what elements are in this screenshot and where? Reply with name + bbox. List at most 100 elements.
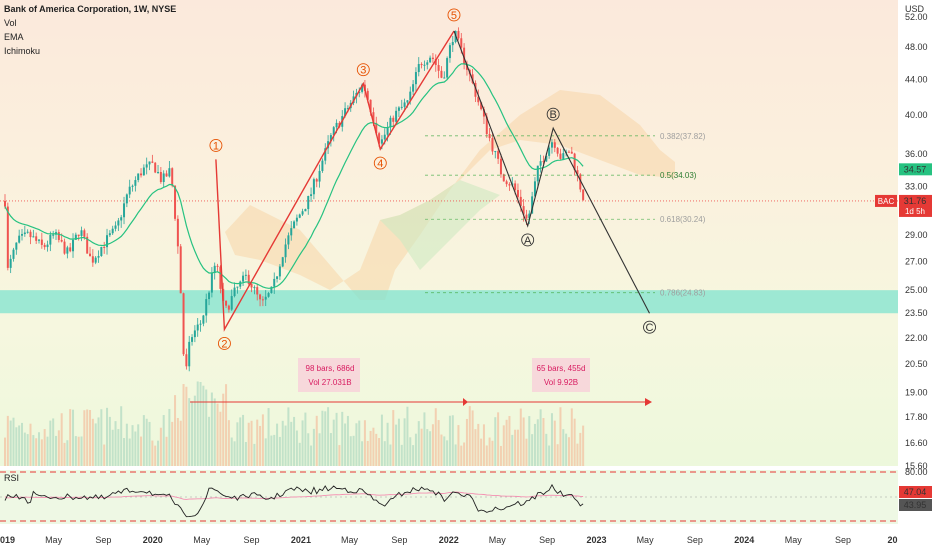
volume-bar — [358, 420, 361, 466]
volume-bar — [199, 381, 202, 466]
time-tick-label: Sep — [539, 535, 555, 545]
indicator-ema[interactable]: EMA — [4, 32, 24, 42]
volume-bar — [15, 427, 18, 466]
candle-body — [582, 189, 585, 200]
candle-body — [159, 172, 162, 183]
volume-bar — [26, 434, 29, 466]
volume-bar — [80, 436, 83, 466]
price-scale-background — [898, 0, 932, 550]
candle-body — [137, 173, 140, 181]
candle-body — [94, 257, 97, 263]
volume-bar — [281, 420, 284, 466]
countdown-value: 1d 5h — [905, 207, 925, 216]
candle-body — [488, 134, 491, 139]
wave-label-circle — [373, 156, 387, 170]
price-tick-label: 36.00 — [905, 149, 928, 159]
rsi-label[interactable]: RSI — [4, 473, 20, 483]
candle-body — [256, 287, 259, 295]
measure-vol-text: Vol 27.031B — [308, 378, 351, 387]
candle-body — [247, 274, 250, 284]
volume-bar — [276, 423, 279, 466]
candle-body — [49, 234, 52, 245]
candle-body — [208, 292, 211, 300]
volume-bar — [227, 420, 230, 466]
candle-body — [519, 196, 522, 207]
measure-bars-text: 65 bars, 455d — [537, 364, 586, 373]
candle-body — [83, 230, 86, 237]
volume-bar — [383, 441, 386, 466]
volume-bar — [77, 436, 80, 466]
candle-body — [562, 153, 565, 159]
volume-bar — [233, 441, 236, 466]
volume-bar — [525, 438, 528, 466]
price-tick-label: 23.50 — [905, 308, 928, 318]
indicator-vol[interactable]: Vol — [4, 18, 17, 28]
time-tick-label: May — [341, 535, 359, 545]
volume-bar — [499, 445, 502, 466]
candle-body — [259, 294, 262, 300]
candle-body — [23, 232, 26, 235]
candle-body — [437, 65, 440, 71]
indicator-ichimoku[interactable]: Ichimoku — [4, 46, 41, 56]
candle-body — [100, 246, 103, 257]
candle-body — [142, 167, 145, 176]
candle-body — [480, 102, 483, 110]
candle-body — [431, 57, 434, 59]
volume-bar — [4, 437, 6, 466]
candle-body — [482, 109, 485, 117]
volume-bar — [57, 430, 60, 466]
volume-bar — [409, 437, 412, 466]
volume-bar — [12, 417, 15, 466]
candle-body — [74, 234, 77, 240]
candle-body — [576, 170, 579, 175]
volume-bar — [148, 421, 151, 466]
volume-bar — [230, 437, 233, 466]
volume-bar — [140, 436, 143, 466]
candle-body — [386, 127, 389, 135]
volume-bar — [103, 444, 106, 466]
candle-body — [46, 244, 49, 248]
candle-body — [474, 82, 477, 97]
measure-box — [532, 358, 590, 392]
candle-body — [366, 90, 369, 100]
volume-bar — [327, 407, 330, 466]
price-tick-label: 20.50 — [905, 359, 928, 369]
candle-body — [80, 230, 83, 236]
symbol-title[interactable]: Bank of America Corporation, 1W, NYSE — [4, 4, 177, 14]
candle-body — [157, 172, 160, 174]
candle-body — [494, 151, 497, 153]
candle-body — [128, 186, 131, 195]
volume-bar — [536, 419, 539, 466]
candle-body — [185, 354, 188, 367]
volume-bar — [222, 393, 225, 466]
volume-bar — [52, 418, 55, 466]
volume-bar — [131, 425, 134, 466]
volume-bar — [573, 418, 576, 466]
candle-body — [273, 278, 276, 287]
volume-bar — [168, 408, 171, 466]
volume-bar — [176, 417, 179, 466]
volume-bar — [43, 429, 46, 466]
price-tick-label: 33.00 — [905, 182, 928, 192]
price-tick-label: 22.00 — [905, 333, 928, 343]
candle-body — [485, 116, 488, 135]
candle-body — [103, 246, 106, 248]
volume-bar — [565, 433, 568, 466]
volume-bar — [100, 409, 103, 466]
candle-body — [151, 161, 154, 163]
volume-bar — [97, 417, 100, 466]
candle-body — [397, 107, 400, 111]
volume-bar — [188, 398, 191, 466]
volume-bar — [125, 423, 128, 466]
candle-body — [199, 323, 202, 325]
volume-bar — [49, 420, 52, 466]
candle-body — [389, 117, 392, 128]
volume-bar — [423, 412, 426, 466]
price-tick-label: 52.00 — [905, 12, 928, 22]
volume-bar — [372, 427, 375, 466]
volume-bar — [63, 442, 66, 466]
candle-body — [18, 235, 21, 243]
fib-level-label: 0.382(37.82) — [660, 132, 706, 141]
